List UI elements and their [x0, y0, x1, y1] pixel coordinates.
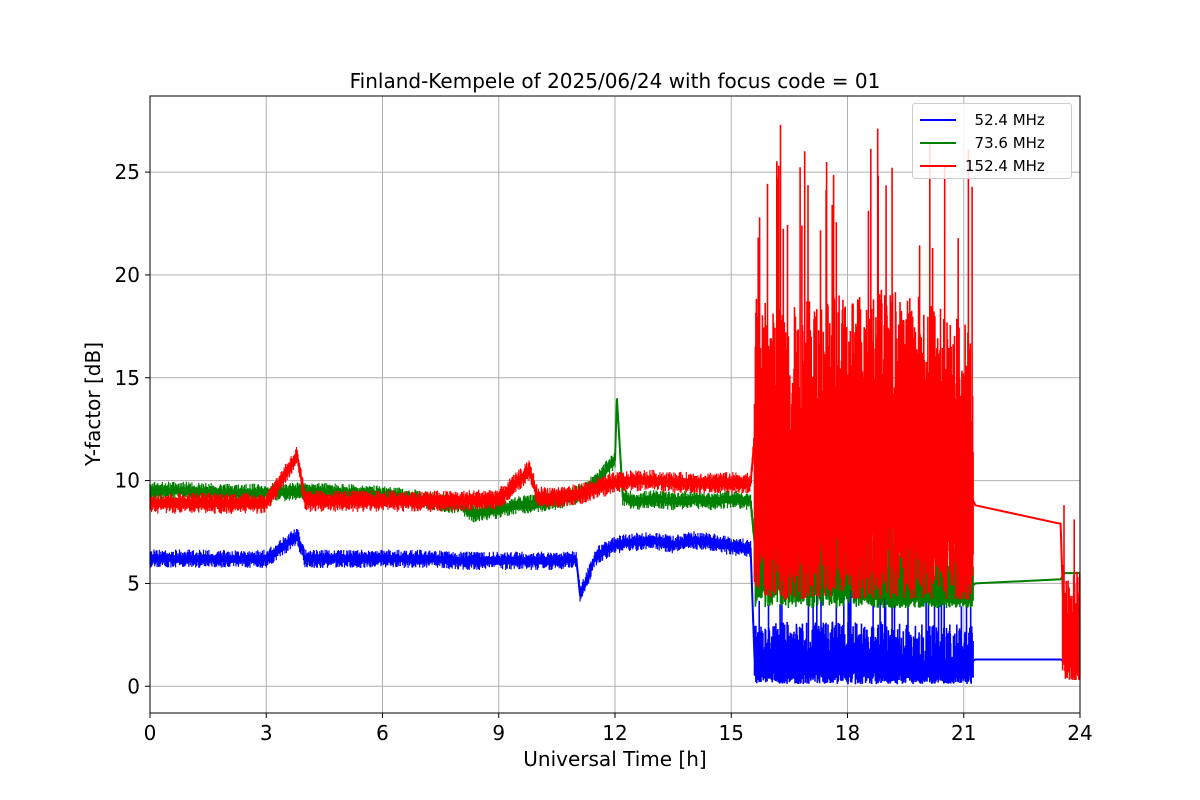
series-52-4	[149, 529, 1080, 685]
x-tick-label: 3	[260, 721, 273, 745]
legend-swatch-73-6	[920, 142, 956, 144]
y-tick-label: 15	[115, 366, 140, 390]
x-tick-label: 0	[144, 721, 157, 745]
legend-item-152-4: 152.4 MHz	[913, 156, 1073, 176]
y-tick-label: 5	[127, 571, 140, 595]
x-tick-label: 6	[376, 721, 389, 745]
y-axis-label: Y-factor [dB]	[81, 342, 105, 467]
x-tick-label: 9	[492, 721, 505, 745]
series-envelope-152-4	[1061, 505, 1081, 680]
x-tick-label: 12	[602, 721, 627, 745]
x-axis-label: Universal Time [h]	[523, 747, 706, 771]
legend: 52.4 MHz 73.6 MHz 152.4 MHz	[912, 103, 1072, 179]
x-tick-label: 15	[719, 721, 744, 745]
x-tick-label: 24	[1067, 721, 1092, 745]
legend-item-52-4: 52.4 MHz	[913, 110, 1073, 130]
y-tick-label: 10	[115, 469, 140, 493]
series-layer	[149, 124, 1081, 685]
y-tick-label: 0	[127, 674, 140, 698]
x-tick-label: 21	[951, 721, 976, 745]
legend-label-73-6: 73.6 MHz	[965, 134, 1045, 152]
chart-title: Finland-Kempele of 2025/06/24 with focus…	[350, 69, 881, 93]
legend-item-73-6: 73.6 MHz	[913, 133, 1073, 153]
legend-label-152-4: 152.4 MHz	[965, 157, 1045, 175]
y-tick-label: 20	[115, 263, 140, 287]
legend-swatch-152-4	[920, 165, 956, 167]
series-envelope-52-4	[753, 573, 974, 685]
y-tick-label: 25	[115, 160, 140, 184]
legend-swatch-52-4	[920, 119, 956, 121]
series-152-4	[149, 124, 1081, 680]
legend-label-52-4: 52.4 MHz	[965, 111, 1045, 129]
series-envelope-152-4	[753, 124, 974, 600]
tick-layer: 0 3 6 9 12 15 18 21 24 0 5 10 15 20 25	[115, 160, 1093, 745]
x-tick-label: 18	[835, 721, 860, 745]
